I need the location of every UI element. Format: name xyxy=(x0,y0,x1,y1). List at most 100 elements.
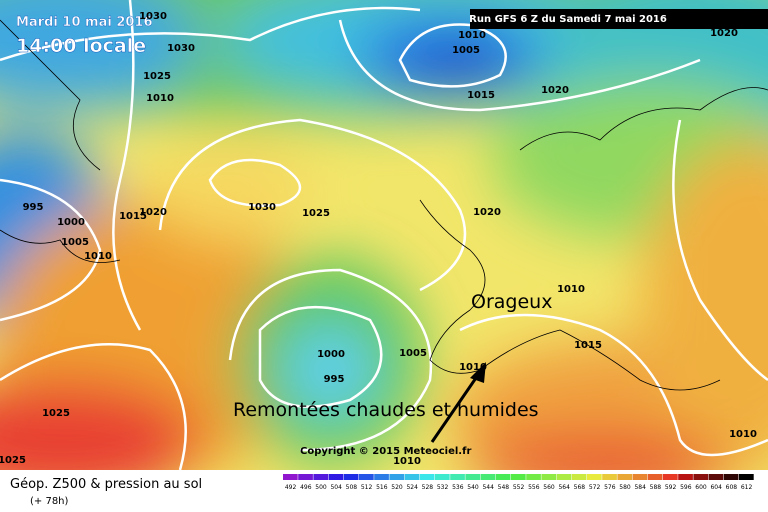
scale-label: 600 xyxy=(695,484,707,491)
arrow-head xyxy=(470,362,486,383)
scale-swatch xyxy=(404,474,420,480)
scale-swatch xyxy=(678,474,693,480)
coastlines xyxy=(0,19,768,391)
scale-swatch xyxy=(389,474,405,480)
isobar-label: 1020 xyxy=(710,28,738,39)
isobar-label: 1010 xyxy=(729,429,757,440)
footer-lead: (+ 78h) xyxy=(30,496,69,507)
scale-label: 604 xyxy=(710,484,722,491)
scale-label: 500 xyxy=(315,484,327,491)
isobar-label: 1010 xyxy=(84,251,112,262)
isobar-label: 995 xyxy=(23,202,44,213)
scale-swatch xyxy=(602,474,617,480)
scale-swatch xyxy=(556,474,572,480)
scale-swatch xyxy=(343,474,359,480)
scale-label: 536 xyxy=(452,484,464,491)
storm-annotation: Orageux xyxy=(471,291,552,313)
isobar-label: 1010 xyxy=(557,284,585,295)
isobar-label: 1010 xyxy=(393,456,421,467)
isobar-label: 1005 xyxy=(399,348,427,359)
scale-label: 612 xyxy=(741,484,753,491)
isobar-label: 995 xyxy=(324,374,345,385)
scale-swatch xyxy=(541,474,557,480)
scale-label: 560 xyxy=(543,484,555,491)
scale-swatch xyxy=(617,474,633,480)
isobar-label: 1010 xyxy=(459,362,487,373)
scale-swatch xyxy=(283,474,298,480)
scale-label: 580 xyxy=(619,484,631,491)
scale-label: 532 xyxy=(437,484,449,491)
footer-title: Géop. Z500 & pression au sol xyxy=(10,477,202,492)
isobar-label: 1015 xyxy=(119,211,147,222)
scale-swatch xyxy=(419,474,435,480)
scale-label: 528 xyxy=(422,484,434,491)
scale-swatch xyxy=(632,474,648,480)
isobar-label: 1015 xyxy=(467,90,495,101)
isobar-label: 1025 xyxy=(42,408,70,419)
scale-swatch xyxy=(450,474,465,480)
isobar-label: 1020 xyxy=(473,207,501,218)
isobar-label: 1005 xyxy=(452,45,480,56)
isobar-label: 1030 xyxy=(167,43,195,54)
scale-swatch xyxy=(708,474,724,480)
isobar-label: 1025 xyxy=(0,455,26,466)
isobar-label: 1030 xyxy=(139,11,167,22)
scale-label: 492 xyxy=(285,484,297,491)
isobar-label: 1015 xyxy=(574,340,602,351)
isobar-label: 1005 xyxy=(61,237,89,248)
scale-swatch xyxy=(480,474,496,480)
scale-label: 524 xyxy=(406,484,418,491)
scale-swatch xyxy=(571,474,587,480)
scale-label: 544 xyxy=(482,484,494,491)
time-label: 14:00 locale xyxy=(16,35,146,57)
scale-swatch xyxy=(359,474,374,480)
isobars xyxy=(0,0,768,470)
scale-label: 568 xyxy=(574,484,586,491)
copyright: Copyright © 2015 Meteociel.fr xyxy=(300,446,471,457)
scale-label: 540 xyxy=(467,484,479,491)
scale-label: 556 xyxy=(528,484,540,491)
scale-label: 552 xyxy=(513,484,525,491)
scale-label: 572 xyxy=(589,484,601,491)
scale-label: 588 xyxy=(650,484,662,491)
scale-label: 516 xyxy=(376,484,388,491)
scale-label: 564 xyxy=(558,484,570,491)
scale-label: 504 xyxy=(330,484,342,491)
scale-swatch xyxy=(328,474,344,480)
scale-swatch xyxy=(739,474,754,480)
isobar-label: 1010 xyxy=(458,30,486,41)
scale-swatch xyxy=(374,474,389,480)
scale-swatch xyxy=(693,474,709,480)
scale-label: 576 xyxy=(604,484,616,491)
scale-swatch xyxy=(723,474,739,480)
scale-label: 596 xyxy=(680,484,692,491)
isobar-label: 1010 xyxy=(146,93,174,104)
scale-swatch xyxy=(313,474,329,480)
scale-swatch xyxy=(647,474,663,480)
scale-swatch xyxy=(435,474,450,480)
geopotential-field xyxy=(0,0,768,470)
scale-swatch xyxy=(663,474,678,480)
run-label: Run GFS 6 Z du Samedi 7 mai 2016 xyxy=(469,14,667,25)
scale-swatch xyxy=(526,474,541,480)
scale-swatch xyxy=(511,474,526,480)
scale-label: 584 xyxy=(634,484,646,491)
scale-label: 548 xyxy=(498,484,510,491)
scale-label: 512 xyxy=(361,484,373,491)
isobar-label: 1020 xyxy=(139,207,167,218)
scale-swatch xyxy=(298,474,313,480)
arrow xyxy=(430,374,480,443)
isobar-label: 1025 xyxy=(302,208,330,219)
color-scale: 492 496 500 504 508 512 516 520 524 528 532 536 540 5… xyxy=(283,474,754,491)
date-label: Mardi 10 mai 2016 xyxy=(16,15,153,30)
scale-label: 496 xyxy=(300,484,312,491)
isobar-label: 1020 xyxy=(541,85,569,96)
scale-label: 520 xyxy=(391,484,403,491)
scale-label: 508 xyxy=(346,484,358,491)
scale-swatch xyxy=(465,474,481,480)
scale-label: 592 xyxy=(665,484,677,491)
run-banner xyxy=(470,9,768,29)
